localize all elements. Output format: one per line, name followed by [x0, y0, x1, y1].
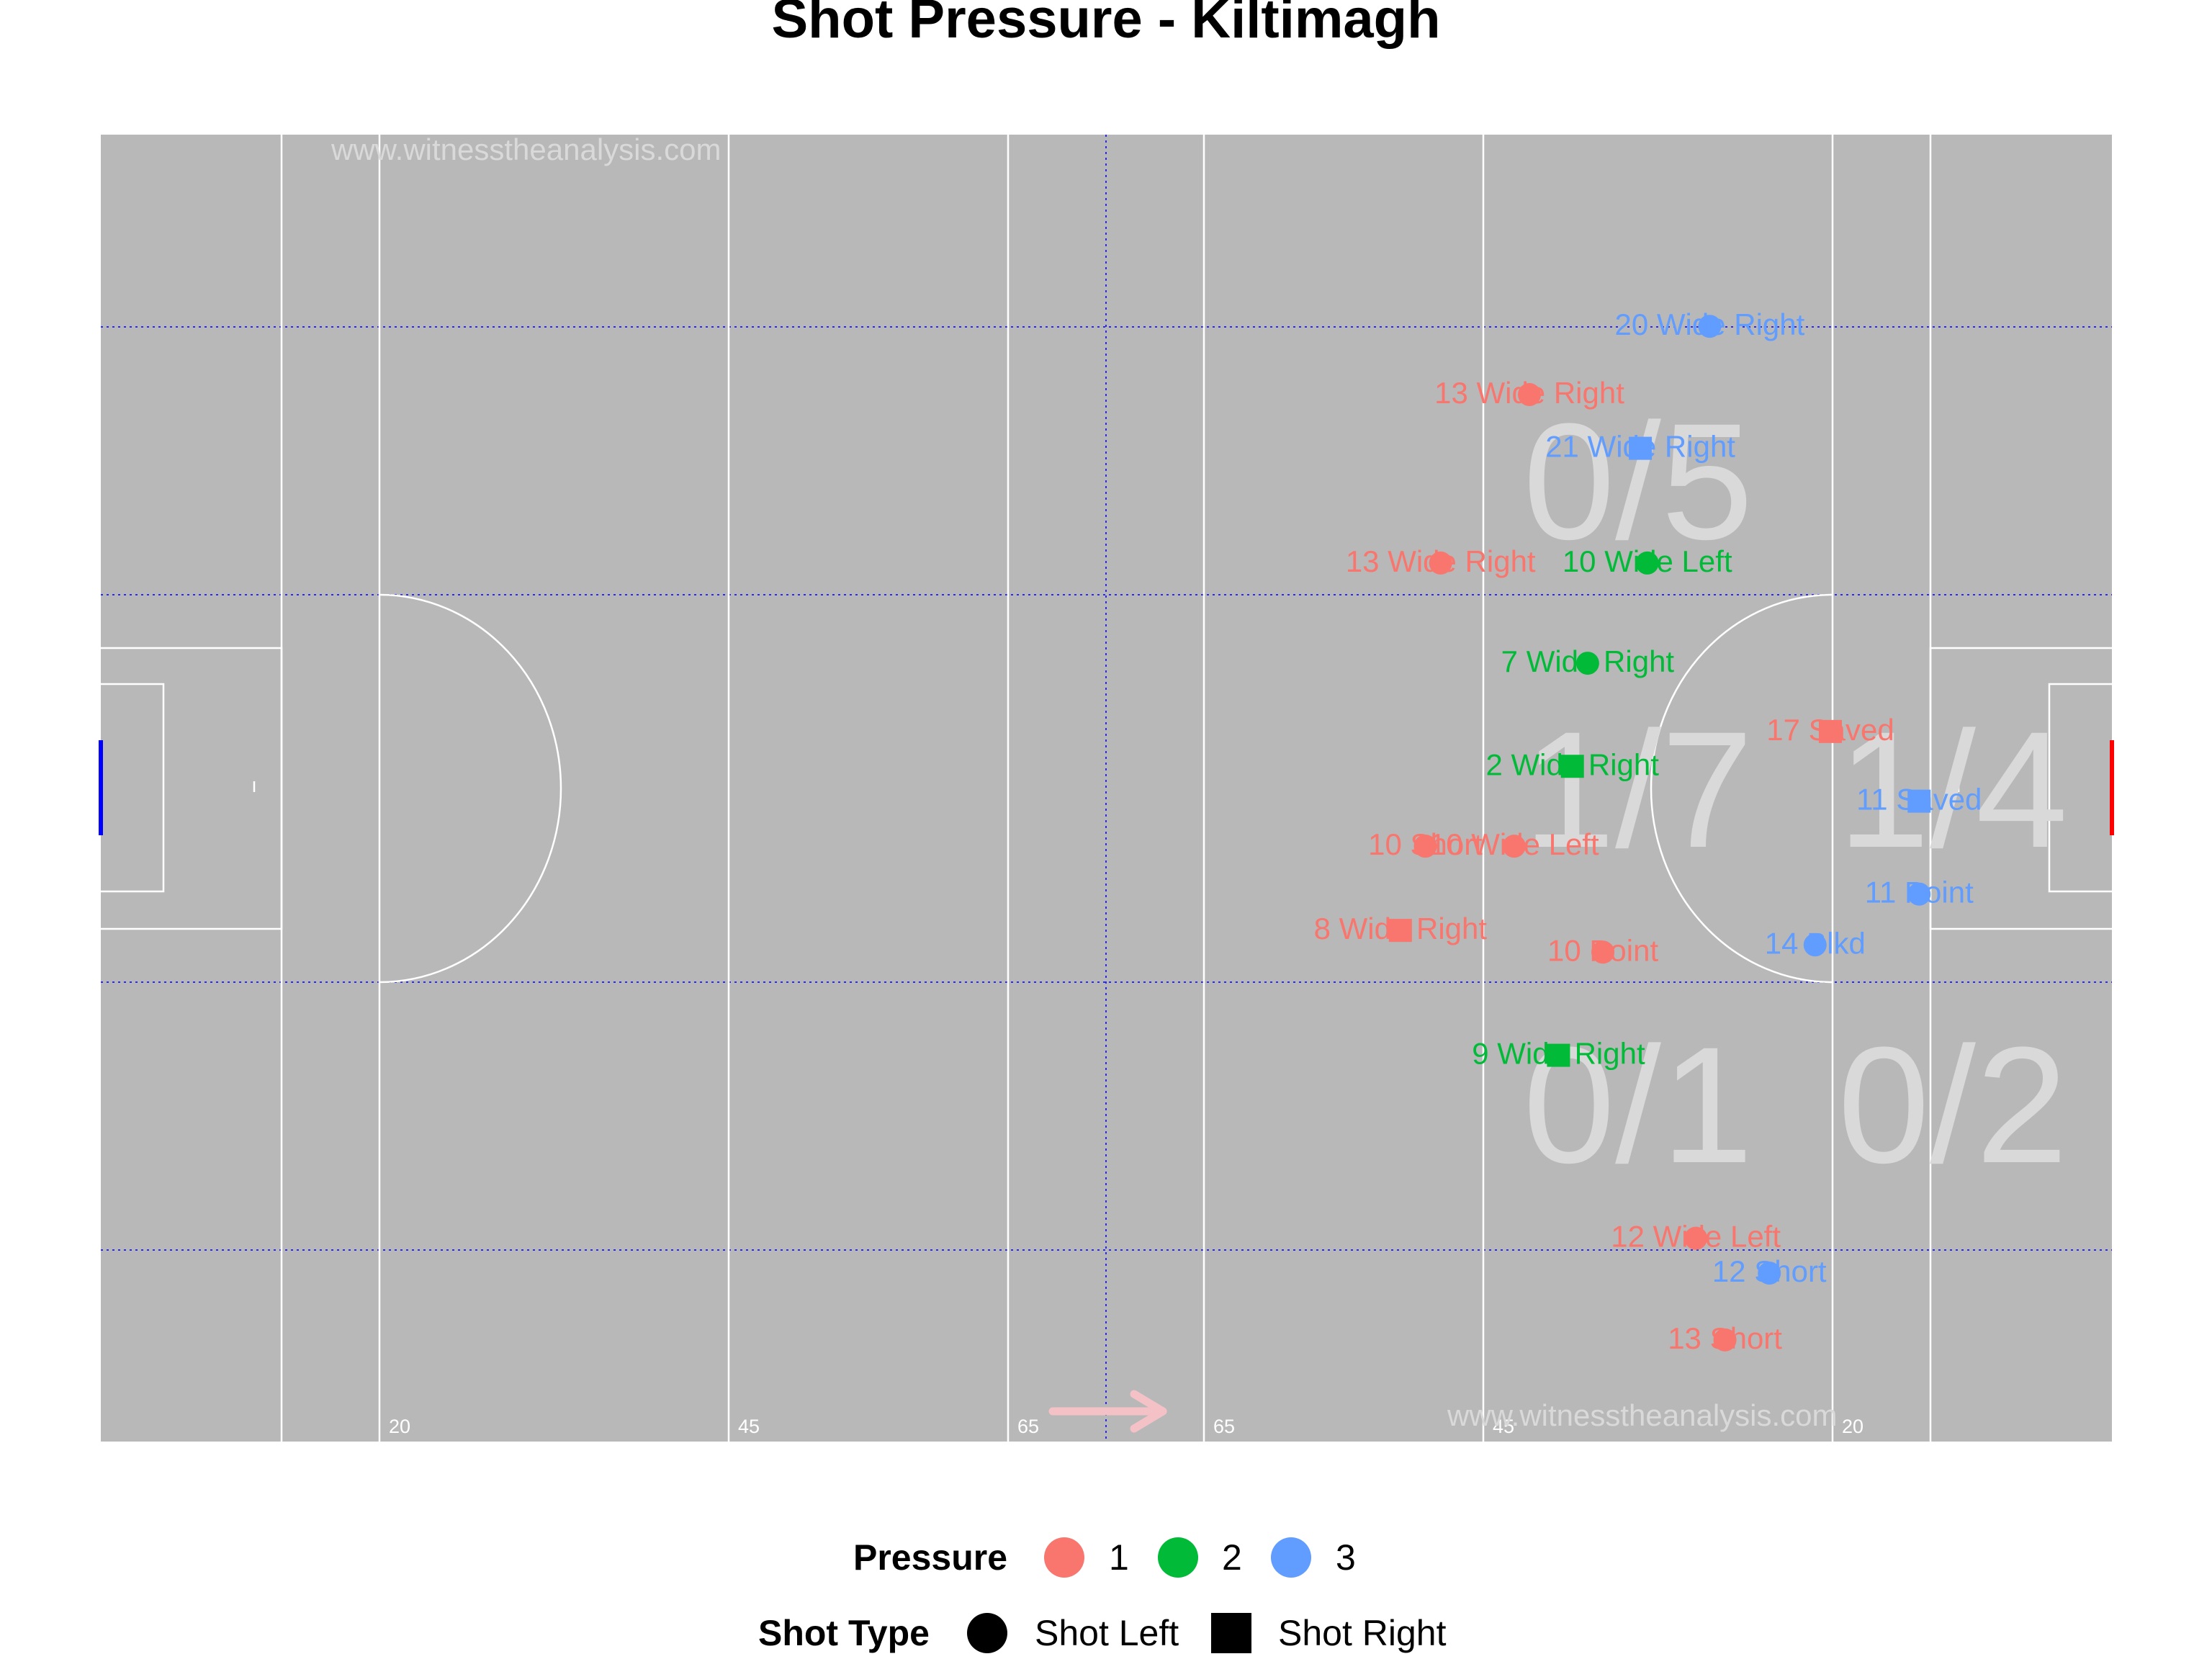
zone-label-goal-bottom: 0/2 [1838, 1012, 2068, 1197]
direction-arrow [1048, 1390, 1167, 1433]
distance-label: 20 [389, 1416, 410, 1437]
shot-marker [1698, 315, 1722, 338]
shot-markers: 20 Wide Right 13 Wide Right 21 Wide Right 1… [1314, 307, 1982, 1355]
distance-label: 65 [1213, 1416, 1235, 1437]
shot-label: 7 Wide Right [1501, 644, 1675, 678]
legend-shot-left-label: Shot Left [1035, 1613, 1179, 1653]
chart-title: Shot Pressure - Kiltimagh [771, 0, 1440, 50]
shot-marker [1629, 436, 1653, 460]
legend-pressure-2-label: 2 [1222, 1537, 1242, 1578]
shot-marker [1758, 1262, 1781, 1285]
shot-marker [1713, 1328, 1737, 1352]
shot-label: 8 Wide Right [1314, 912, 1488, 945]
shot-label: 12 Wide Left [1611, 1220, 1781, 1254]
legend-pressure-2-swatch [1158, 1537, 1198, 1578]
shot-label: 10 Wide Left [1563, 544, 1732, 578]
shot-label: 20 Wide Right [1615, 307, 1805, 341]
shot-label: 21 Wide Right [1545, 430, 1735, 464]
shot-marker [1388, 919, 1412, 943]
shot-label: 12 Short [1712, 1254, 1827, 1288]
large-rect-right [1929, 647, 2112, 930]
shot-label: 9 Wide Right [1472, 1037, 1645, 1071]
shot-marker [1803, 933, 1827, 957]
legend-shot-left-swatch [967, 1613, 1007, 1653]
shot-marker [1429, 551, 1452, 575]
legend-pressure-3-label: 3 [1336, 1537, 1356, 1578]
distance-label: 20 [1842, 1416, 1863, 1437]
shot-marker [1635, 551, 1659, 575]
shot-marker [1907, 789, 1931, 813]
shot-marker [1502, 835, 1526, 858]
shot-label: 10 Short [1368, 827, 1483, 861]
distance-labels: 20 45 65 65 45 20 [389, 1416, 1863, 1437]
zone-label-center-top: 0/5 [1523, 389, 1753, 574]
shot-marker [1517, 382, 1541, 406]
legend: Pressure 1 2 3 Shot Type Shot Left Shot … [758, 1537, 1447, 1653]
legend-shot-right-swatch [1211, 1613, 1251, 1653]
distance-label: 45 [1493, 1416, 1514, 1437]
pitch: 20 45 65 65 45 20 www.witnesstheanalysis… [99, 132, 2114, 1442]
shot-marker [1547, 1043, 1570, 1067]
arc-left [379, 593, 562, 984]
shot-label: 11 Point [1865, 876, 1974, 909]
shot-marker [1591, 940, 1615, 964]
legend-pressure-title: Pressure [853, 1537, 1007, 1578]
pitch-markings [101, 135, 2112, 1442]
watermark-bottom: www.witnesstheanalysis.com [1447, 1398, 1838, 1432]
shot-marker [1907, 882, 1931, 906]
zone-grid [101, 135, 2112, 1442]
legend-pressure-3-swatch [1271, 1537, 1311, 1578]
zone-label-center-bottom: 0/1 [1523, 1012, 1753, 1197]
small-rect-left [101, 683, 165, 893]
shot-label: 13 Wide Right [1346, 544, 1536, 578]
shot-label: 10 Wide Left [1429, 827, 1599, 861]
zone-label-goal-middle: 1/4 [1838, 697, 2068, 882]
watermark-top: www.witnesstheanalysis.com [331, 132, 721, 166]
shot-label: 17 Saved [1766, 713, 1894, 747]
small-rect-right [2048, 683, 2112, 893]
shot-marker [1684, 1226, 1708, 1250]
legend-pressure-1-label: 1 [1109, 1537, 1129, 1578]
shot-marker [1575, 652, 1599, 675]
shot-marker [1560, 755, 1584, 778]
shot-label: 13 Wide Right [1434, 376, 1624, 410]
shot-label: 10 Point [1547, 933, 1658, 967]
shot-marker [1818, 719, 1842, 743]
shot-marker [1413, 835, 1437, 858]
zone-label-center-middle: 1/7 [1523, 697, 1753, 882]
legend-shot-type-title: Shot Type [758, 1613, 930, 1653]
distance-label: 45 [738, 1416, 760, 1437]
shot-label: 13 Short [1668, 1321, 1782, 1355]
zone-labels: 0/5 1/7 1/4 0/1 0/2 [1523, 389, 2068, 1197]
shot-label: 14 Blkd [1765, 926, 1866, 960]
legend-shot-right-label: Shot Right [1278, 1613, 1447, 1653]
direction-arrow-head [1130, 1390, 1167, 1433]
shot-label: 2 Wide Right [1485, 747, 1659, 781]
distance-label: 65 [1017, 1416, 1039, 1437]
shot-label: 11 Saved [1856, 783, 1982, 817]
arc-right [1650, 593, 1833, 984]
legend-pressure-1-swatch [1044, 1537, 1084, 1578]
large-rect-left [101, 647, 283, 930]
